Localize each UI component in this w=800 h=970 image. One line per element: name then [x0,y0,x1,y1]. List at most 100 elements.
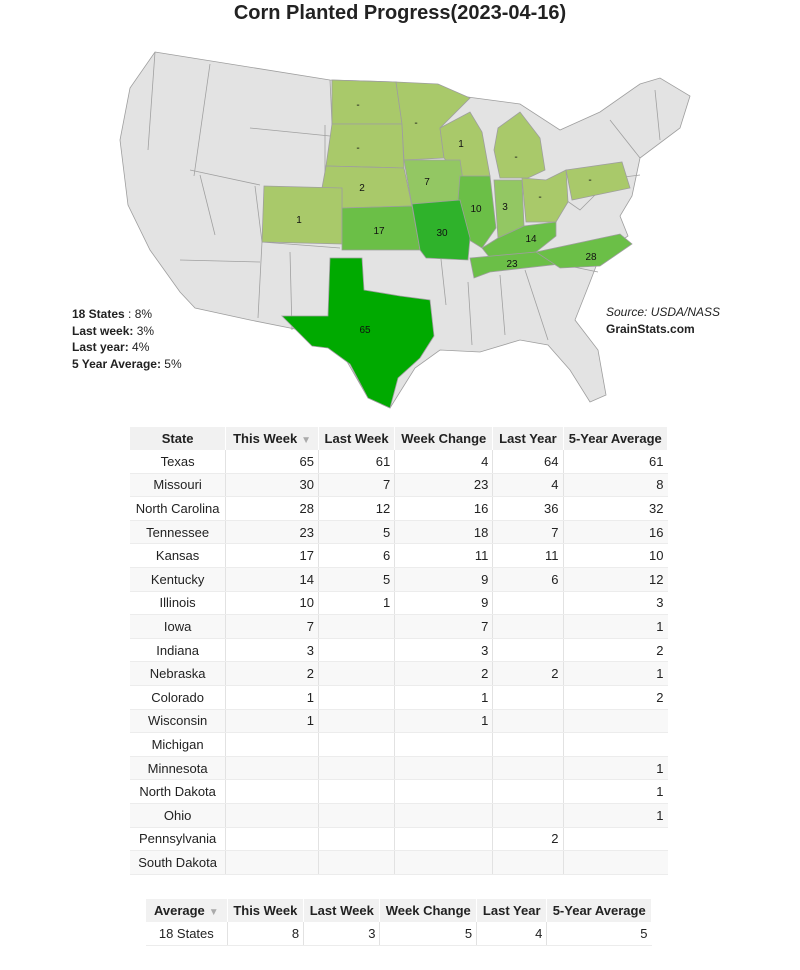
table-row: Colorado 1 1 2 [130,685,668,710]
value-cell [563,709,668,734]
value-cell: 1 [563,779,668,804]
row-label-cell: Illinois [130,591,227,616]
value-cell: 1 [563,614,668,639]
label-north-carolina: 28 [585,252,597,263]
value-cell [225,756,319,781]
value-cell: 2 [394,661,494,686]
row-label-cell: Iowa [130,614,227,639]
value-cell [318,685,396,710]
stat-last-week: Last week: 3% [72,323,155,338]
column-header-week-change[interactable]: Week Change [394,427,494,450]
value-cell: 23 [225,520,319,545]
state-missouri [411,199,471,261]
value-cell: 1 [225,685,319,710]
column-header-5-year-average[interactable]: 5-Year Average [546,899,652,922]
column-header-this-week[interactable]: This Week [227,899,305,922]
row-label-cell: Pennsylvania [130,827,227,852]
row-label-cell: Indiana [130,638,227,663]
value-cell [318,850,396,875]
state-progress-table: State This Week ▼ Last Week Week Change Last … [130,427,669,875]
column-header-last-week[interactable]: Last Week [318,427,396,450]
column-header-state[interactable]: State [130,427,227,450]
column-header-week-change[interactable]: Week Change [379,899,478,922]
value-cell: 9 [394,591,494,616]
value-cell: 1 [318,591,396,616]
label-ohio: - [538,192,541,203]
value-cell: 36 [492,496,564,521]
value-cell: 4 [476,922,548,946]
sort-desc-icon[interactable]: ▼ [301,435,312,446]
column-header-5-year-average[interactable]: 5-Year Average [563,427,669,450]
summary-stats: 18 States : 8% Last week: 3% Last year: … [72,306,182,372]
table-row: Nebraska 2 2 2 1 [130,661,668,686]
label-kansas: 17 [373,226,385,237]
value-cell: 2 [492,661,564,686]
stat-last-year: Last year: 4% [72,340,150,354]
row-label-cell: North Carolina [130,496,227,521]
source-note: Source: USDA/NASS GrainStats.com [606,304,720,338]
row-label-cell: Tennessee [130,520,227,545]
value-cell [225,803,319,828]
value-cell: 1 [225,709,319,734]
table-row: Illinois 10 1 9 3 [130,591,668,616]
column-header-last-year[interactable]: Last Year [476,899,548,922]
value-cell: 1 [394,709,494,734]
value-cell [318,803,396,828]
label-iowa: 7 [424,177,430,188]
value-cell: 7 [492,520,564,545]
value-cell: 64 [492,450,564,474]
value-cell [492,756,564,781]
value-cell [394,756,494,781]
site-name: GrainStats.com [606,322,695,336]
value-cell: 5 [379,922,478,946]
label-north-dakota: - [356,100,359,111]
value-cell: 16 [394,496,494,521]
table-row: Kentucky 14 5 9 6 12 [130,567,668,592]
value-cell [318,732,396,757]
row-label-cell: South Dakota [130,850,227,875]
stat-5yr-average: 5 Year Average: 5% [72,356,182,371]
value-cell: 28 [225,496,319,521]
state-north-dakota [331,79,403,125]
value-cell [318,756,396,781]
us-state-map: - - - 1 - 2 7 10 3 - - 1 17 30 14 23 28 … [119,51,691,409]
column-header-average[interactable]: Average ▼ [146,899,228,922]
table-row: Tennessee 23 5 18 7 16 [130,520,668,545]
value-cell [492,709,564,734]
table-row: North Carolina 28 12 16 36 32 [130,496,668,521]
value-cell [394,732,494,757]
label-wisconsin: 1 [458,139,464,150]
state-colorado [261,185,343,245]
state-michigan [493,111,546,179]
value-cell: 16 [563,520,668,545]
column-header-last-year[interactable]: Last Year [492,427,564,450]
value-cell: 7 [318,473,396,498]
value-cell: 8 [563,473,668,498]
state-iowa [403,159,467,207]
label-tennessee: 23 [506,259,518,270]
label-kentucky: 14 [525,234,537,245]
state-ohio [521,169,569,223]
table-row: South Dakota [130,850,668,875]
value-cell: 32 [563,496,668,521]
value-cell [225,850,319,875]
column-header-last-week[interactable]: Last Week [303,899,381,922]
label-missouri: 30 [436,228,448,239]
label-michigan: - [514,152,517,163]
row-label-cell: Colorado [130,685,227,710]
value-cell: 14 [225,567,319,592]
value-cell: 9 [394,567,494,592]
sort-desc-icon[interactable]: ▼ [208,907,219,918]
value-cell: 17 [225,543,319,568]
value-cell [563,827,668,852]
row-label-cell: Texas [130,450,227,474]
value-cell: 61 [318,450,396,474]
value-cell [318,779,396,804]
value-cell: 3 [563,591,668,616]
value-cell [563,850,668,875]
value-cell: 12 [563,567,668,592]
column-header-this-week[interactable]: This Week ▼ [225,427,319,450]
value-cell: 2 [563,638,668,663]
value-cell: 1 [563,756,668,781]
source-text: Source: USDA/NASS [606,305,721,319]
